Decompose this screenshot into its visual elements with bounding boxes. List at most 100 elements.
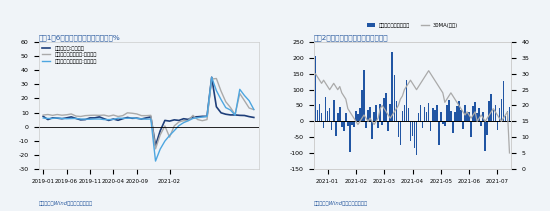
工业增加值:当月同比 bbox=[152, 144, 159, 147]
Bar bbox=[474, 102, 476, 121]
Bar bbox=[468, 112, 470, 121]
社会消费品零售总额:当月同比 bbox=[73, 115, 79, 117]
Bar bbox=[509, 107, 510, 121]
社会消费品零售总额:当月同比 bbox=[87, 114, 94, 117]
Bar bbox=[345, 113, 346, 121]
Bar bbox=[438, 121, 439, 145]
固定资产投资完成额:累计同比 bbox=[96, 118, 103, 120]
社会消费品零售总额:当月同比 bbox=[232, 113, 238, 116]
工业增加值:当月同比 bbox=[218, 112, 224, 114]
Bar bbox=[399, 121, 401, 145]
社会消费品零售总额:当月同比 bbox=[50, 114, 56, 117]
Bar bbox=[430, 121, 432, 131]
工业增加值:当月同比 bbox=[171, 119, 178, 121]
工业增加值:当月同比 bbox=[232, 114, 238, 116]
社会消费品零售总额:当月同比 bbox=[59, 114, 65, 116]
固定资产投资完成额:累计同比 bbox=[138, 118, 145, 120]
Bar bbox=[448, 100, 450, 121]
工业增加值:当月同比 bbox=[246, 115, 252, 118]
社会消费品零售总额:当月同比 bbox=[185, 119, 191, 122]
Text: 图表1：6月经济数据整体稳中向好，%: 图表1：6月经济数据整体稳中向好，% bbox=[39, 34, 120, 41]
社会消费品零售总额:当月同比 bbox=[241, 99, 248, 102]
Bar bbox=[337, 113, 339, 121]
社会消费品零售总额:当月同比 bbox=[124, 112, 131, 114]
固定资产投资完成额:累计同比 bbox=[199, 116, 206, 118]
Bar bbox=[442, 121, 444, 124]
Bar bbox=[452, 121, 454, 133]
Bar bbox=[369, 107, 371, 121]
工业增加值:当月同比 bbox=[129, 117, 135, 120]
Bar bbox=[343, 121, 345, 131]
固定资产投资完成额:累计同比 bbox=[124, 117, 131, 120]
固定资产投资完成额:累计同比 bbox=[119, 117, 126, 120]
工业增加值:当月同比 bbox=[208, 76, 215, 78]
工业增加值:当月同比 bbox=[124, 116, 131, 119]
Bar bbox=[406, 80, 407, 121]
Bar bbox=[339, 107, 340, 121]
Bar bbox=[456, 106, 458, 121]
固定资产投资完成额:累计同比 bbox=[208, 76, 215, 79]
Bar bbox=[466, 113, 468, 121]
工业增加值:当月同比 bbox=[204, 115, 210, 118]
固定资产投资完成额:累计同比 bbox=[213, 89, 219, 92]
固定资产投资完成额:累计同比 bbox=[115, 117, 122, 119]
工业增加值:当月同比 bbox=[157, 130, 163, 132]
工业增加值:当月同比 bbox=[54, 117, 60, 119]
社会消费品零售总额:当月同比 bbox=[68, 113, 75, 115]
Bar bbox=[335, 121, 337, 135]
Bar bbox=[444, 121, 446, 126]
社会消费品零售总额:当月同比 bbox=[119, 114, 126, 117]
工业增加值:当月同比 bbox=[185, 118, 191, 121]
Bar bbox=[476, 113, 478, 121]
Bar bbox=[472, 106, 474, 121]
社会消费品零售总额:当月同比 bbox=[63, 114, 70, 116]
社会消费品零售总额:当月同比 bbox=[199, 119, 206, 122]
固定资产投资完成额:累计同比 bbox=[147, 118, 154, 120]
Bar bbox=[454, 112, 456, 121]
Bar bbox=[371, 121, 373, 139]
Bar bbox=[420, 105, 421, 121]
Bar bbox=[347, 121, 349, 126]
社会消费品零售总额:当月同比 bbox=[190, 114, 196, 117]
固定资产投资完成额:累计同比 bbox=[73, 117, 79, 120]
Bar bbox=[386, 93, 387, 121]
Bar bbox=[377, 121, 379, 128]
Bar bbox=[398, 121, 399, 137]
工业增加值:当月同比 bbox=[110, 118, 117, 120]
固定资产投资完成额:累计同比 bbox=[59, 117, 65, 120]
工业增加值:当月同比 bbox=[227, 114, 234, 116]
固定资产投资完成额:累计同比 bbox=[236, 88, 243, 91]
Line: 社会消费品零售总额:当月同比: 社会消费品零售总额:当月同比 bbox=[43, 78, 254, 149]
社会消费品零售总额:当月同比 bbox=[157, 134, 163, 136]
社会消费品零售总额:当月同比 bbox=[147, 114, 154, 117]
工业增加值:当月同比 bbox=[199, 115, 206, 118]
固定资产投资完成额:累计同比 bbox=[82, 118, 89, 120]
Bar bbox=[410, 121, 411, 141]
工业增加值:当月同比 bbox=[101, 118, 107, 120]
固定资产投资完成额:累计同比 bbox=[101, 118, 107, 121]
固定资产投资完成额:累计同比 bbox=[232, 114, 238, 116]
固定资产投资完成额:累计同比 bbox=[157, 148, 163, 150]
社会消费品零售总额:当月同比 bbox=[143, 114, 150, 117]
Bar bbox=[480, 121, 482, 126]
Bar bbox=[341, 121, 343, 127]
固定资产投资完成额:累计同比 bbox=[78, 118, 84, 120]
Bar bbox=[351, 121, 353, 125]
工业增加值:当月同比 bbox=[175, 119, 182, 122]
Bar bbox=[412, 121, 413, 135]
Bar bbox=[418, 113, 419, 121]
固定资产投资完成额:累计同比 bbox=[246, 99, 252, 102]
工业增加值:当月同比 bbox=[91, 117, 98, 119]
Bar bbox=[379, 104, 381, 121]
Bar bbox=[462, 121, 464, 129]
社会消费品零售总额:当月同比 bbox=[54, 113, 60, 116]
工业增加值:当月同比 bbox=[59, 118, 65, 120]
社会消费品零售总额:当月同比 bbox=[78, 115, 84, 118]
Bar bbox=[446, 105, 448, 121]
固定资产投资完成额:累计同比 bbox=[50, 117, 56, 120]
固定资产投资完成额:累计同比 bbox=[175, 124, 182, 127]
社会消费品零售总额:当月同比 bbox=[45, 113, 51, 116]
Bar bbox=[488, 101, 490, 121]
固定资产投资完成额:累计同比 bbox=[106, 118, 112, 121]
固定资产投资完成额:累计同比 bbox=[222, 106, 229, 109]
